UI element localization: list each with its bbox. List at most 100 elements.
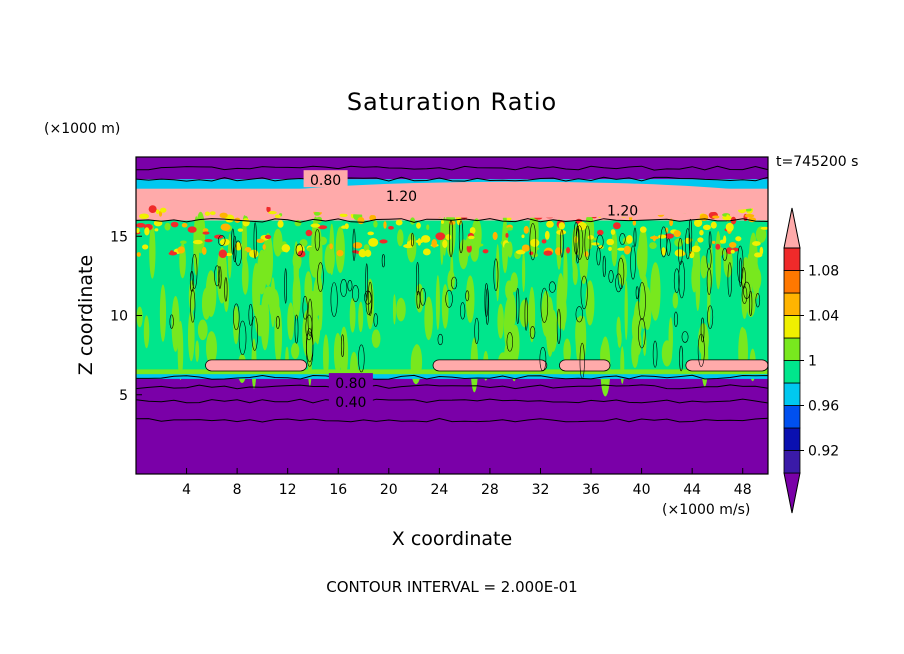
contour-squiggle [451,276,458,290]
lime-streak [233,305,240,345]
speckle [274,214,281,219]
speckle [710,221,717,229]
speckle [367,231,374,236]
lime-streak [505,280,514,300]
lime-streak [205,270,217,318]
lime-streak [206,331,217,365]
lime-streak [639,226,648,280]
speckle [235,242,242,251]
contour-squiggle [679,345,684,372]
speckle [466,244,472,253]
speckle [168,251,178,256]
speckle [318,236,327,246]
contour-line [136,374,768,380]
contour-squiggle [448,219,454,258]
contour-squiggle [749,290,753,317]
lime-streak [563,338,571,364]
speckle [639,226,647,233]
speckle [691,245,701,253]
contour-label: 0.40 [335,395,366,411]
speckle [317,225,328,230]
contour-squiggle [191,253,198,289]
lime-streak [415,283,424,313]
speckle [697,237,704,243]
contour-squiggle [474,317,480,345]
speckle [180,240,187,244]
contour-labels: 0.80 1.20 1.20 0.80 0.40 [303,170,645,411]
contour-squiggle [652,340,658,368]
lime-streak [465,275,475,323]
contour-label: 0.80 [335,376,366,392]
speckle [237,228,244,232]
contour-squiggle [214,265,221,287]
lime-streak [287,302,295,341]
lime-streak [497,303,504,339]
x-tick-label: 28 [481,482,499,498]
contour-squiggle [681,331,689,343]
contour-squiggle [365,263,369,301]
contour-line [136,384,768,390]
speckle [136,227,140,234]
contour-squiggle [411,232,414,247]
x-tick-label: 44 [683,482,701,498]
lime-streak [458,239,469,270]
contour-squiggle [416,262,420,296]
contour-squiggle [700,317,705,343]
lime-streak [528,286,536,343]
speckle [220,223,231,231]
lime-streak [672,292,679,309]
speckle [556,229,567,235]
contour-squiggle [284,268,287,304]
speckle [409,247,415,254]
x-tick-label: 4 [182,482,191,498]
speckle [744,214,755,218]
speckle [544,230,550,240]
speckle [266,205,271,213]
speckle [358,248,367,258]
contour-squiggle [524,297,528,331]
speckle [546,220,554,228]
speckle [256,238,265,244]
lime-streak [143,315,150,349]
speckle [410,217,416,225]
speckle [465,237,473,247]
speckle [623,245,631,255]
lime-streak [335,226,345,274]
colorbar-bin [783,405,801,429]
contour-squiggle [608,270,614,283]
contour-squiggle [539,347,547,372]
speckle [715,243,721,250]
speckle [693,218,703,227]
contour-squiggle [218,266,222,289]
speckle [543,250,553,256]
speckle [515,249,526,255]
colorbar-bin [783,450,801,474]
x-tick-label: 48 [734,482,752,498]
contour-squiggle [575,225,584,260]
speckle [417,238,422,246]
lime-streak [392,294,397,325]
lime-streak [435,275,440,331]
speckle [177,246,185,254]
contour-squiggle [688,218,693,254]
contour-squiggle [347,280,353,292]
contour-squiggle [302,295,308,320]
contour-squiggle [340,334,345,358]
speckle [181,222,188,228]
contour-squiggle [445,289,453,308]
lime-streak [495,244,500,302]
speckle [606,238,615,246]
speckle [440,220,445,224]
lime-streak [661,340,673,367]
contour-squiggle [743,281,751,299]
contour-label-bg [379,186,424,204]
lime-streak [241,257,249,295]
y-tick-label: 10 [110,309,128,325]
speckle [593,237,597,241]
contour-label-bg [600,200,645,218]
lime-streak [752,261,760,300]
contour-squiggle [556,308,561,345]
speckle [339,213,348,217]
heatmap-field [136,157,768,474]
lime-streak [257,249,267,295]
